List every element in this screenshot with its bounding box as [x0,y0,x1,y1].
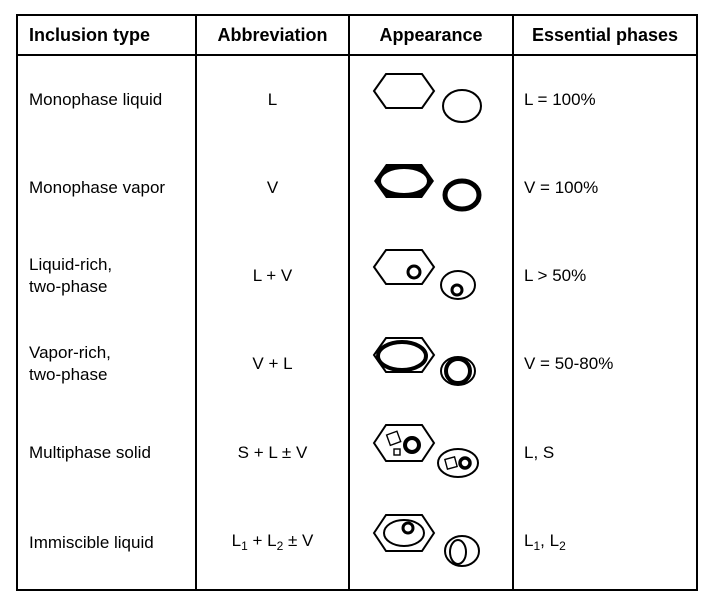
appearance-cell [348,55,514,145]
appearance-cell [348,319,514,408]
essential-phases-cell: V = 50-80% [512,319,698,408]
inclusion-type-cell: Vapor-rich, two-phase [16,319,197,408]
header-appearance: Appearance [348,14,514,56]
inclusion-type-label: Multiphase solid [29,442,151,462]
vapor-rich-diagram [372,336,476,386]
header-inclusion-type: Inclusion type [16,14,197,56]
abbreviation-cell: S + L ± V [195,407,350,498]
table-row-vapor-rich: Vapor-rich, two-phase V + L V = 50-80% [16,319,698,408]
multiphase-solid-diagram [372,423,479,478]
abbreviation-cell: V + L [195,319,350,408]
inclusion-type-label: Monophase liquid [29,90,163,110]
inclusion-type-cell: Immiscible liquid [16,497,197,592]
header-row: Inclusion type Abbreviation Appearance E… [16,14,698,56]
inclusion-type-cell: Multiphase solid [16,407,197,498]
abbreviation-cell: L + V [195,231,350,320]
appearance-cell [348,407,514,498]
abbr-subscript: 1 [241,538,248,553]
table-row-liquid-rich: Liquid-rich, two-phase L + V L > 50% [16,231,698,320]
phase-part: , L [540,530,560,550]
monophase-liquid-diagram [372,73,482,124]
essential-phases-cell: V = 100% [512,144,698,232]
liquid-rich-diagram [372,248,476,300]
inclusion-type-cell: Monophase liquid [16,55,197,145]
immiscible-liquid-diagram [372,514,480,568]
essential-phases-cell: L1, L2 [512,497,698,592]
appearance-cell [348,231,514,320]
abbreviation-cell: V [195,144,350,232]
monophase-vapor-diagram [374,164,482,212]
abbr-part: L [231,530,242,550]
abbr-subscript: 2 [276,538,284,553]
table-row-multiphase-solid: Multiphase solid S + L ± V L, S [16,407,698,498]
inclusion-type-label: Liquid-rich, [29,254,113,274]
abbreviation-cell: L1 + L2 ± V [195,497,350,592]
inclusion-type-label-line2: two-phase [29,276,108,296]
phase-subscript: 2 [559,538,566,553]
inclusion-type-cell: Monophase vapor [16,144,197,232]
table-row-monophase-vapor: Monophase vapor V V = 100% [16,144,698,232]
inclusion-type-label-line2: two-phase [29,364,108,384]
essential-phases-cell: L, S [512,407,698,498]
inclusion-type-cell: Liquid-rich, two-phase [16,231,197,320]
inclusion-type-label: Immiscible liquid [29,533,154,553]
appearance-cell [348,497,514,592]
table-row-immiscible-liquid: Immiscible liquid L1 + L2 ± V L1, L2 [16,497,698,592]
header-essential-phases: Essential phases [512,14,698,56]
table-row-monophase-liquid: Monophase liquid L L = 100% [16,55,698,145]
phase-part: L [524,530,534,550]
abbreviation-cell: L [195,55,350,145]
abbr-part: + L [247,530,277,550]
inclusion-type-label: Monophase vapor [29,178,166,198]
essential-phases-cell: L > 50% [512,231,698,320]
appearance-cell [348,144,514,232]
fluid-inclusion-table: Inclusion type Abbreviation Appearance E… [16,14,698,592]
essential-phases-cell: L = 100% [512,55,698,145]
header-abbreviation: Abbreviation [195,14,350,56]
abbr-part: ± V [283,530,314,550]
phase-subscript: 1 [533,538,541,553]
inclusion-type-label: Vapor-rich, [29,342,111,362]
